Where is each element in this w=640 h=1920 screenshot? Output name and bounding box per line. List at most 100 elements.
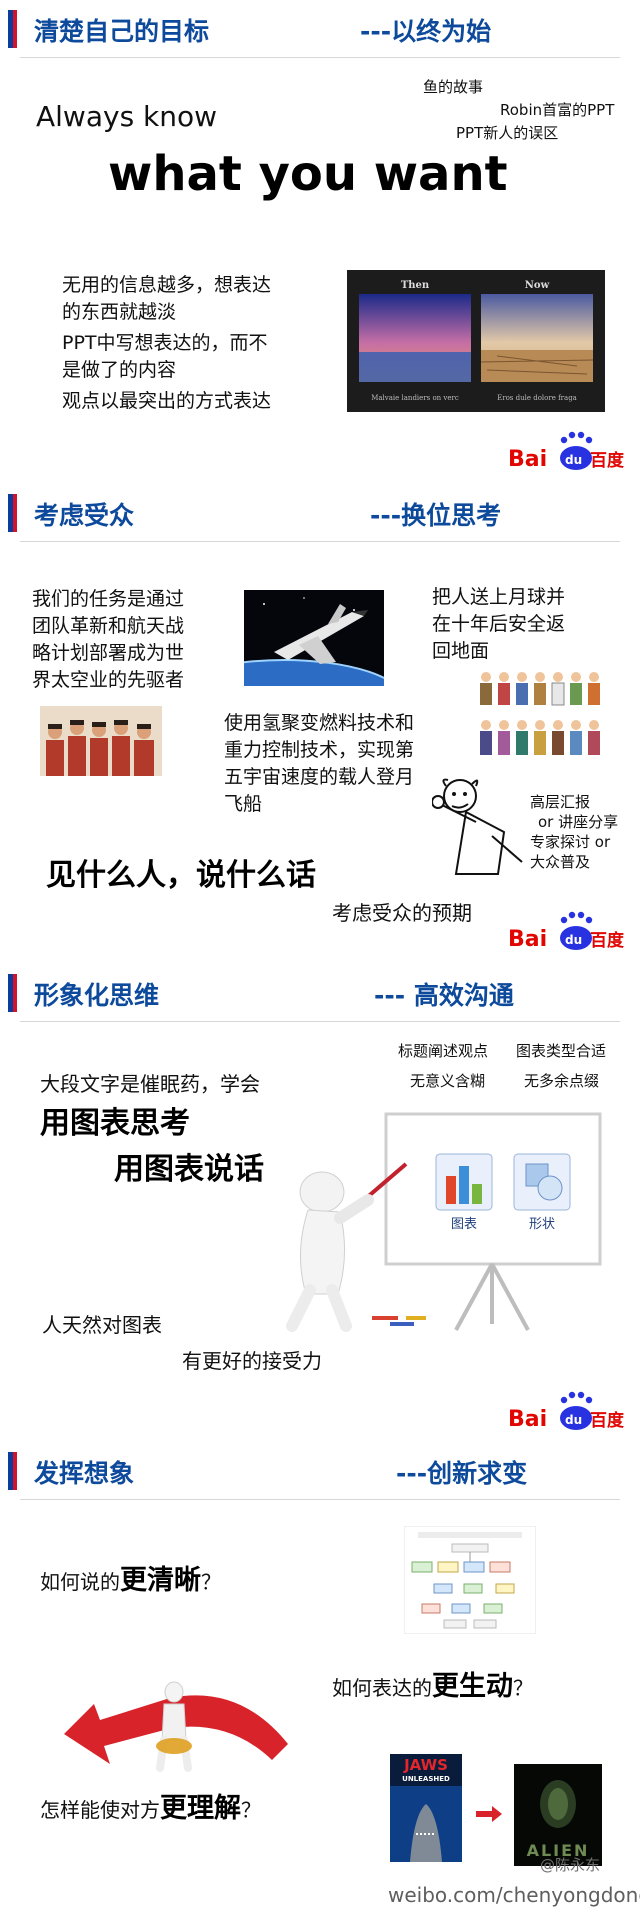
section-subtitle: --- 高效沟通 bbox=[374, 981, 514, 1010]
point-line-3: PPT中写想表达的，而不 bbox=[62, 332, 268, 354]
header-accent-red bbox=[13, 1452, 17, 1490]
think-in-charts-text: 用图表思考 bbox=[40, 1106, 190, 1141]
section-header: 清楚自己的目标 ---以终为始 bbox=[0, 0, 640, 58]
watermark-handle: @陈永东 bbox=[540, 1856, 601, 1874]
section-audience: 考虑受众 ---换位思考 我们的任务是通过 团队革新和航天战 略计划部署成为世 … bbox=[0, 484, 640, 964]
tag-ppt-newbie: PPT新人的误区 bbox=[456, 124, 559, 142]
shapes-icon bbox=[513, 1153, 571, 1211]
board-label-chart: 图表 bbox=[451, 1217, 477, 1232]
team-photo bbox=[40, 706, 162, 776]
header-accent-red bbox=[13, 494, 17, 532]
jaws-poster: JAWS UNLEASHED bbox=[390, 1754, 462, 1862]
tech-line-2: 重力控制技术，实现第 bbox=[224, 739, 415, 761]
svg-text:Bai: Bai bbox=[508, 447, 547, 472]
jaws-title: JAWS bbox=[403, 1756, 448, 1774]
scientist-illustration bbox=[432, 778, 523, 875]
section-subtitle: ---以终为始 bbox=[360, 17, 492, 46]
what-you-want-text: what you want bbox=[108, 146, 508, 202]
header-accent-blue bbox=[8, 974, 13, 1012]
moon-line-3: 回地面 bbox=[432, 640, 490, 662]
audience-line-3: 专家探讨 or bbox=[530, 833, 611, 851]
white-figure bbox=[286, 1162, 408, 1332]
section-subtitle: ---创新求变 bbox=[396, 1459, 528, 1488]
tag-robin-ppt: Robin首富的PPT bbox=[500, 101, 615, 119]
tip-no-clutter: 无多余点缀 bbox=[524, 1072, 600, 1090]
paw-icon bbox=[560, 431, 593, 470]
speak-in-charts-text: 用图表说话 bbox=[114, 1152, 264, 1187]
audience-line-1: 高层汇报 bbox=[530, 793, 591, 811]
bar-chart-icon bbox=[435, 1153, 493, 1211]
question-clearer: 如何说的更清晰？ bbox=[40, 1565, 221, 1596]
tip-title-viewpoint: 标题阐述观点 bbox=[398, 1042, 489, 1060]
section-imagination: 发挥想象 ---创新求变 如何说的更清晰？ bbox=[0, 1442, 640, 1920]
section-goal: 清楚自己的目标 ---以终为始 鱼的故事 Robin首富的PPT PPT新人的误… bbox=[0, 0, 640, 484]
tech-line-3: 五宇宙速度的载人登月 bbox=[224, 766, 415, 788]
mission-line-4: 界太空业的先驱者 bbox=[32, 669, 185, 691]
section-header: 发挥想象 ---创新求变 bbox=[0, 1442, 640, 1500]
header-accent-red bbox=[13, 974, 17, 1012]
svg-text:百度: 百度 bbox=[590, 1410, 625, 1431]
header-accent-red bbox=[13, 10, 17, 48]
then-caption: Malvaie landiers on verc bbox=[371, 394, 459, 402]
audience-crowd-illustration bbox=[480, 672, 600, 755]
baidu-logo: Bai du 百度 bbox=[508, 911, 625, 952]
then-label: Then bbox=[401, 280, 430, 291]
svg-text:du: du bbox=[565, 1413, 582, 1427]
baidu-logo: Bai du 百度 bbox=[508, 1391, 625, 1432]
header-accent-blue bbox=[8, 494, 13, 532]
alien-poster: ALIEN bbox=[514, 1764, 602, 1866]
mission-line-2: 团队革新和航天战 bbox=[32, 615, 185, 637]
now-label: Now bbox=[525, 280, 550, 291]
tech-line-1: 使用氢聚变燃料技术和 bbox=[224, 712, 415, 734]
section-header: 考虑受众 ---换位思考 bbox=[0, 484, 640, 542]
point-line-1: 无用的信息越多，想表达 bbox=[62, 274, 272, 296]
red-arrow-figure-illustration bbox=[64, 1681, 288, 1772]
watermark-url: weibo.com/chenyongdong bbox=[388, 1883, 640, 1907]
nature-text-2: 有更好的接受力 bbox=[182, 1349, 322, 1373]
section-visual-thinking: 形象化思维 --- 高效沟通 标题阐述观点 图表类型合适 无意义含糊 无多余点缀… bbox=[0, 964, 640, 1442]
header-divider bbox=[20, 541, 620, 542]
svg-text:百度: 百度 bbox=[590, 450, 625, 471]
alien-title: ALIEN bbox=[527, 1841, 590, 1860]
tech-line-4: 飞船 bbox=[224, 793, 263, 815]
presenter-whiteboard-illustration: 图表 形状 bbox=[286, 1112, 602, 1332]
header-divider bbox=[20, 1499, 620, 1500]
point-line-2: 的东西就越淡 bbox=[62, 301, 177, 323]
svg-text:百度: 百度 bbox=[590, 930, 625, 951]
section-subtitle: ---换位思考 bbox=[370, 501, 502, 530]
audience-line-4: 大众普及 bbox=[530, 853, 591, 871]
point-line-4: 是做了的内容 bbox=[62, 359, 177, 381]
nature-text-1: 人天然对图表 bbox=[42, 1313, 162, 1337]
svg-text:Bai: Bai bbox=[508, 927, 547, 952]
board-label-shape: 形状 bbox=[529, 1217, 555, 1232]
intro-text: 大段文字是催眠药，学会 bbox=[40, 1072, 260, 1096]
right-arrow-icon bbox=[476, 1806, 502, 1822]
question-understand: 怎样能使对方更理解？ bbox=[40, 1793, 261, 1824]
flowchart-thumbnail bbox=[404, 1526, 536, 1634]
question-vivid: 如何表达的更生动？ bbox=[332, 1671, 533, 1702]
tag-fish-story: 鱼的故事 bbox=[423, 78, 484, 96]
expectation-text: 考虑受众的预期 bbox=[332, 901, 472, 925]
paw-icon bbox=[560, 1391, 593, 1430]
section-header: 形象化思维 --- 高效沟通 bbox=[0, 964, 640, 1022]
moon-line-1: 把人送上月球并 bbox=[432, 586, 566, 608]
section-title: 清楚自己的目标 bbox=[34, 17, 210, 46]
svg-text:du: du bbox=[565, 933, 582, 947]
tip-no-vague: 无意义含糊 bbox=[410, 1072, 486, 1090]
paw-icon bbox=[560, 911, 593, 950]
header-accent-blue bbox=[8, 1452, 13, 1490]
markers bbox=[372, 1316, 426, 1326]
jaws-subtitle: UNLEASHED bbox=[402, 1775, 450, 1783]
always-know-text: Always know bbox=[36, 100, 218, 133]
svg-text:du: du bbox=[565, 453, 582, 467]
audience-line-2: or 讲座分享 bbox=[538, 813, 619, 831]
mission-line-1: 我们的任务是通过 bbox=[32, 588, 185, 610]
then-now-photo: Then Now Malvaie landiers on verc Eros d… bbox=[347, 270, 605, 412]
section-title: 形象化思维 bbox=[34, 981, 160, 1010]
header-accent-blue bbox=[8, 10, 13, 48]
space-shuttle-photo bbox=[244, 590, 384, 686]
header-divider bbox=[20, 1021, 620, 1022]
svg-text:Bai: Bai bbox=[508, 1407, 547, 1432]
moon-line-2: 在十年后安全返 bbox=[432, 613, 566, 635]
